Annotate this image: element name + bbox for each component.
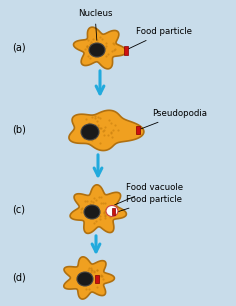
Text: (b): (b) (12, 125, 26, 135)
Polygon shape (70, 185, 126, 233)
Text: Nucleus: Nucleus (78, 9, 112, 40)
Ellipse shape (89, 43, 105, 57)
Text: Food particle: Food particle (117, 196, 182, 212)
Ellipse shape (106, 206, 118, 217)
Text: (a): (a) (12, 43, 26, 53)
Bar (124, 46, 128, 54)
Ellipse shape (84, 205, 100, 219)
Ellipse shape (81, 124, 99, 140)
Text: Food vacuole: Food vacuole (114, 184, 183, 205)
Bar (95, 275, 99, 283)
Text: Pseudopodia: Pseudopodia (141, 110, 207, 129)
Polygon shape (69, 110, 144, 151)
Bar (111, 207, 114, 215)
Ellipse shape (77, 272, 93, 286)
Text: (d): (d) (12, 273, 26, 283)
Bar (136, 126, 140, 134)
Polygon shape (64, 257, 114, 299)
Polygon shape (74, 27, 126, 69)
Text: Food particle: Food particle (129, 28, 192, 49)
Text: (c): (c) (12, 205, 25, 215)
